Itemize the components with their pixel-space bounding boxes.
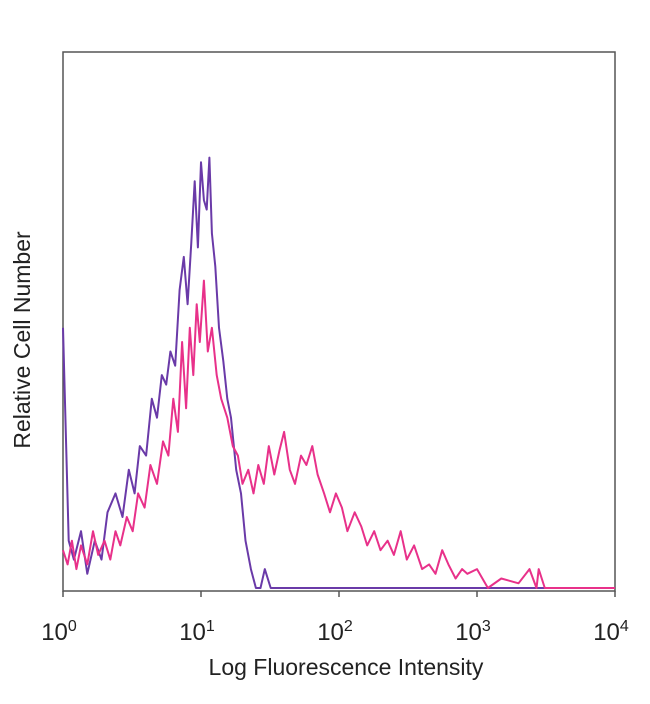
x-axis-ticks: 100 101 102 103 104 xyxy=(41,591,629,646)
x-tick-label: 102 xyxy=(317,618,353,646)
plot-frame xyxy=(62,51,616,592)
x-tick-label: 104 xyxy=(593,618,629,646)
y-axis-label: Relative Cell Number xyxy=(9,231,35,449)
x-tick-label: 100 xyxy=(41,618,77,646)
x-axis-label: Log Fluorescence Intensity xyxy=(209,654,484,680)
series-layer xyxy=(62,156,615,589)
x-tick-label: 103 xyxy=(455,618,491,646)
x-tick-label: 101 xyxy=(179,618,215,646)
series-line-2 xyxy=(62,279,615,589)
series-line-1 xyxy=(62,156,615,589)
